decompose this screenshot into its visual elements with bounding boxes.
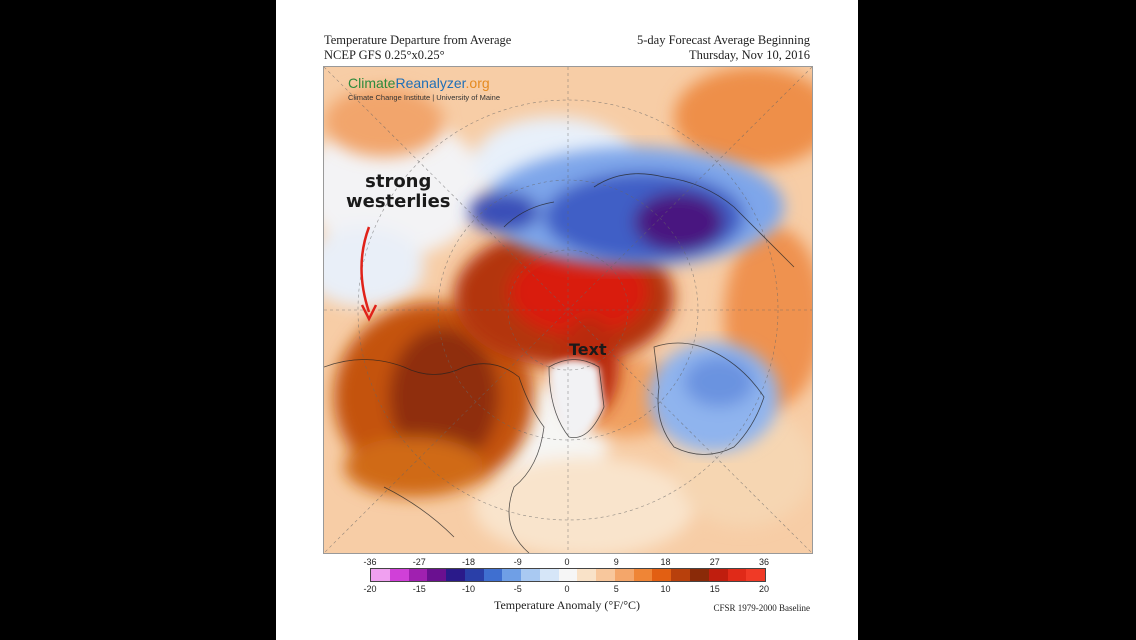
- header-right: 5-day Forecast Average Beginning Thursda…: [637, 33, 810, 63]
- colorbar-tick-label: -20: [363, 584, 377, 594]
- colorbar-tick-label: 27: [709, 557, 720, 567]
- map-svg: [324, 67, 812, 553]
- colorbar-title: Temperature Anomaly (°F/°C): [493, 598, 641, 612]
- north-america-warm: [334, 302, 534, 497]
- colorbar-tick-label: -5: [513, 584, 522, 594]
- colorbar-tick-label: -36: [363, 557, 377, 567]
- colorbar-swatch: [596, 569, 615, 581]
- colorbar-tick-label: 5: [613, 584, 619, 594]
- graticule: [324, 67, 812, 553]
- colorbar-swatch: [652, 569, 672, 581]
- colorbar-tick-label: -15: [412, 584, 426, 594]
- colorbar-swatch: [446, 569, 465, 581]
- logo-part-org: .org: [465, 75, 490, 91]
- baseline-label: CFSR 1979-2000 Baseline: [713, 603, 810, 613]
- colorbar-swatch: [708, 569, 728, 581]
- figure-panel: Temperature Departure from Average NCEP …: [276, 0, 858, 640]
- anomaly-map: ClimateReanalyzer.org Climate Change Ins…: [323, 66, 813, 554]
- map-text-label: Text: [569, 340, 607, 359]
- colorbar-swatch: [464, 569, 484, 581]
- header-model: NCEP GFS 0.25°x0.25°: [324, 48, 445, 62]
- colorbar-tick-label: 0: [564, 557, 570, 567]
- colorbar-tick-label: 15: [709, 584, 720, 594]
- siberia-cold: [469, 147, 784, 267]
- colorbar-tick-label: -9: [513, 557, 522, 567]
- colorbar-tick-label: 10: [660, 584, 671, 594]
- colorbar: [370, 568, 766, 582]
- annotation-line-1: strong: [365, 171, 432, 192]
- fahrenheit-ticks: -36 -27 -18 -9 0 9 18 27 36: [363, 557, 769, 569]
- westerlies-arrow: [360, 226, 371, 313]
- colorbar-swatch: [558, 569, 578, 581]
- colorbar-swatch: [577, 569, 597, 581]
- logo-part-reanalyzer: Reanalyzer: [395, 75, 466, 91]
- colorbar-tick-label: -27: [412, 557, 426, 567]
- annotation-line-2: westerlies: [346, 191, 451, 212]
- colorbar-swatch: [371, 569, 390, 581]
- colorbar-swatch: [483, 569, 503, 581]
- colorbar-swatch: [633, 569, 653, 581]
- colorbar-tick-label: -10: [461, 584, 476, 594]
- colorbar-swatch: [727, 569, 747, 581]
- colorbar-swatch: [408, 569, 428, 581]
- colorbar-tick-label: 36: [758, 557, 770, 567]
- logo-subtitle: Climate Change Institute | University of…: [348, 93, 501, 102]
- colorbar-swatch: [671, 569, 691, 581]
- climate-reanalyzer-logo: ClimateReanalyzer.org Climate Change Ins…: [348, 75, 500, 102]
- warm-areas: [324, 67, 812, 437]
- celsius-ticks: -20 -15 -10 -5 0 5 10 15 20: [363, 584, 769, 596]
- colorbar-tick-label: 0: [564, 584, 570, 594]
- greenland: [549, 359, 604, 438]
- colorbar-swatch: [521, 569, 540, 581]
- neutral-areas: [324, 117, 812, 553]
- header-title: Temperature Departure from Average: [324, 33, 512, 47]
- colorbar-swatch: [746, 569, 766, 581]
- colorbar-tick-label: 20: [758, 584, 770, 594]
- colorbar-tick-label: -18: [461, 557, 476, 567]
- colorbar-swatch: [502, 569, 522, 581]
- colorbar-tick-label: 9: [613, 557, 619, 567]
- header-date: Thursday, Nov 10, 2016: [688, 48, 810, 62]
- header-forecast: 5-day Forecast Average Beginning: [637, 33, 810, 47]
- coastlines: [324, 173, 795, 553]
- europe-cold: [649, 342, 779, 452]
- colorbar-swatch: [389, 569, 409, 581]
- westerlies-arrowhead: [360, 304, 378, 322]
- colorbar-swatch: [614, 569, 634, 581]
- colorbar-swatch: [539, 569, 559, 581]
- colorbar-tick-label: 18: [660, 557, 671, 567]
- colorbar-swatch: [427, 569, 447, 581]
- colorbar-swatch: [690, 569, 709, 581]
- strong-westerlies-annotation: strong westerlies: [346, 172, 451, 212]
- header-left: Temperature Departure from Average NCEP …: [324, 33, 511, 63]
- logo-part-climate: Climate: [348, 75, 396, 91]
